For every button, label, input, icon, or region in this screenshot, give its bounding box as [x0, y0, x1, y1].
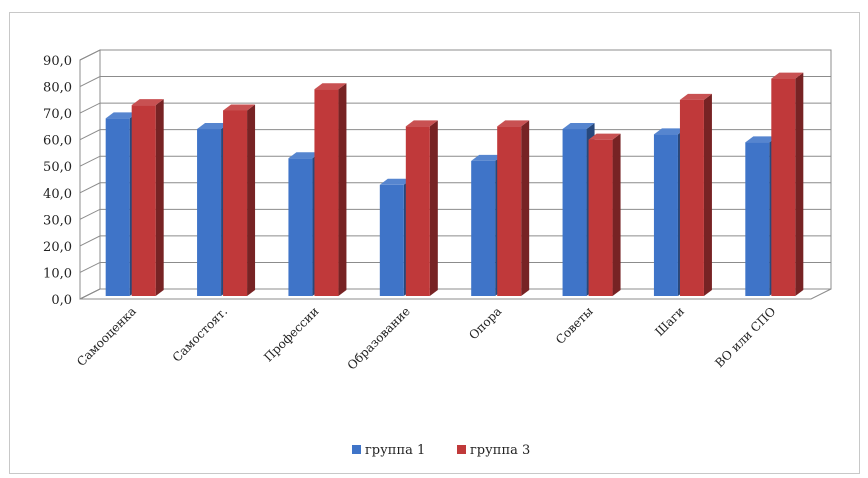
bar-группа-3-0: [131, 99, 164, 297]
x-tick-label: Образование: [345, 304, 413, 372]
floor: [79, 288, 832, 300]
x-tick-label: Профессии: [261, 304, 321, 364]
y-tick-label: 90,0: [43, 54, 72, 69]
y-tick-label: 70,0: [43, 107, 72, 122]
bar-группа-3-5: [588, 133, 621, 296]
y-tick-label: 60,0: [43, 134, 72, 149]
bar-группа-3-7: [771, 72, 804, 296]
legend-swatch: [352, 445, 361, 454]
y-tick-label: 50,0: [43, 160, 72, 175]
y-tick-label: 30,0: [43, 213, 72, 228]
y-tick-label: 0,0: [51, 293, 72, 308]
y-tick-label: 40,0: [43, 187, 72, 202]
legend-item-1: группа 1: [352, 443, 425, 458]
legend-label: группа 1: [365, 443, 425, 458]
x-axis-labels: Самооценка Самостоят. Профессии Образование…: [74, 304, 779, 373]
y-tick-label: 20,0: [43, 240, 72, 255]
x-tick-label: Самостоят.: [170, 304, 230, 364]
side-wall: [79, 49, 101, 300]
bar-группа-3-2: [314, 83, 347, 296]
gridline: [79, 102, 831, 114]
legend: группа 1 группа 3: [352, 443, 530, 458]
legend-swatch: [457, 445, 466, 454]
y-tick-label: 80,0: [43, 81, 72, 96]
gridline: [79, 49, 831, 61]
x-tick-label: ВО или СПО: [712, 304, 778, 370]
bar-группа-3-4: [497, 120, 530, 296]
x-tick-label: Самооценка: [74, 304, 139, 369]
bar-группа-3-1: [223, 104, 256, 296]
gridline: [79, 76, 831, 88]
x-tick-label: Опора: [466, 304, 504, 342]
y-axis-labels: 0,0 10,0 20,0 30,0 40,0 50,0 60,0 70,0 80,0 90,0: [43, 54, 72, 308]
legend-item-2: группа 3: [457, 443, 530, 458]
bars: [105, 72, 804, 297]
y-tick-label: 10,0: [43, 266, 72, 281]
bar-группа-3-3: [405, 120, 438, 296]
bar-группа-3-6: [679, 93, 712, 296]
chart-walls: [79, 49, 832, 300]
legend-label: группа 3: [470, 443, 530, 458]
x-tick-label: Советы: [553, 304, 596, 347]
x-tick-label: Шаги: [652, 304, 687, 339]
